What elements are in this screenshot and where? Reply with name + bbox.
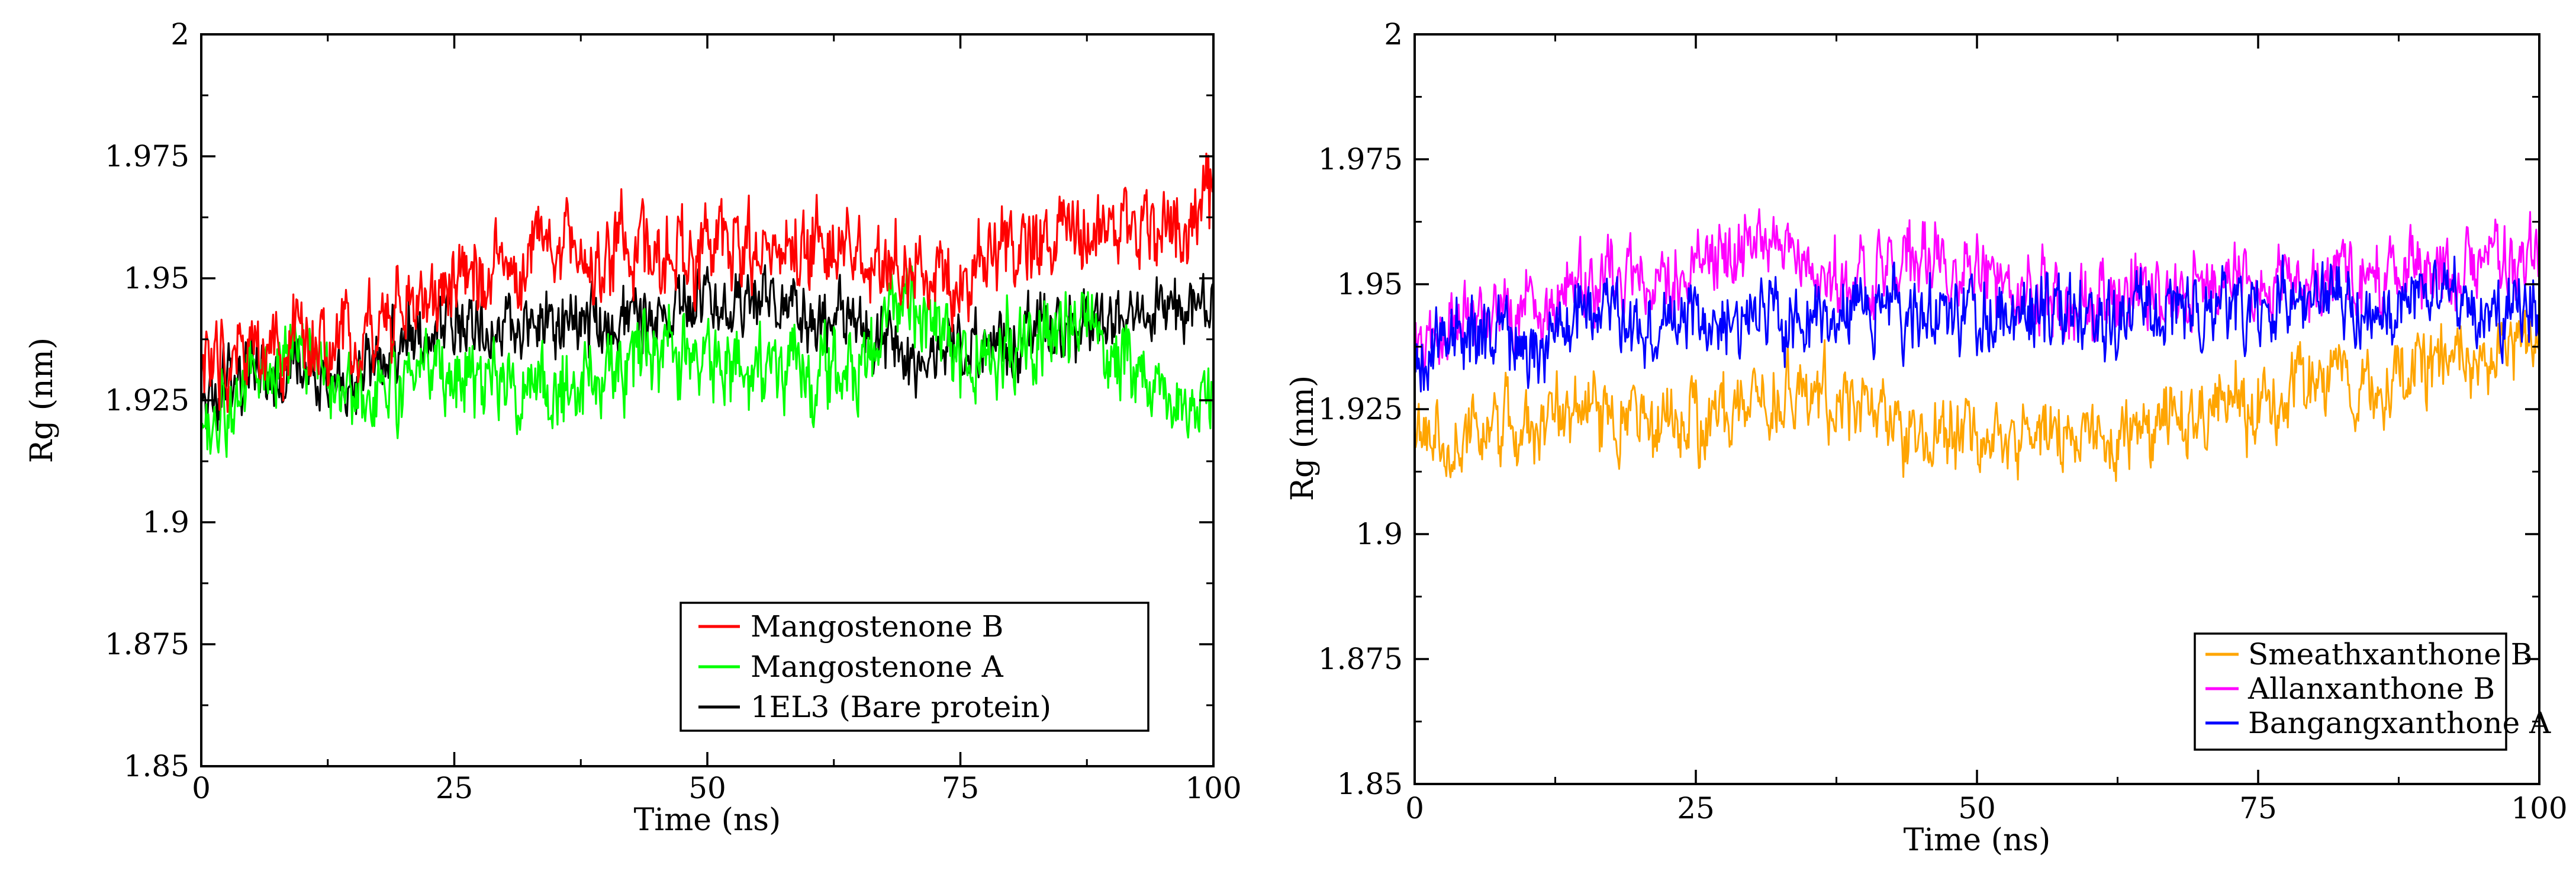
x-tick-label: 100: [1185, 771, 1241, 805]
legend-label: Mangostenone A: [751, 650, 1004, 684]
y-tick-label: 1.925: [1318, 392, 1403, 426]
legend: Mangostenone B Mangostenone A 1EL3 (Bare p…: [680, 602, 1149, 732]
legend-box: [2194, 632, 2507, 751]
y-tick-label: 1.85: [1337, 767, 1403, 801]
y-tick-label: 1.9: [142, 505, 189, 539]
y-tick-label: 1.95: [124, 261, 189, 295]
x-axis-title: Time (ns): [1904, 822, 2051, 858]
x-tick-label: 100: [2511, 791, 2567, 825]
legend-box: [680, 602, 1149, 732]
series-line-mangostenone-b: [201, 152, 1213, 413]
legend-label: Mangostenone B: [751, 609, 1003, 644]
x-tick-label: 50: [1958, 791, 1996, 825]
x-tick-label: 25: [436, 771, 474, 805]
x-tick-label: 75: [942, 771, 980, 805]
y-tick-label: 1.875: [1318, 642, 1403, 676]
series-line-smeathxanthone-b: [1415, 310, 2539, 482]
legend-label: Bangangxanthone A: [2248, 706, 2551, 740]
series-group: [201, 152, 1213, 458]
y-tick-label: 1.9: [1355, 517, 1403, 551]
x-tick-label: 0: [1405, 791, 1424, 825]
y-tick-label: 2: [1384, 17, 1403, 52]
y-tick-label: 1.85: [124, 749, 189, 783]
x-tick-label: 50: [688, 771, 726, 805]
legend-label: Smeathxanthone B: [2248, 637, 2532, 671]
series-line-allanxanthone-b: [1415, 208, 2539, 376]
y-tick-label: 1.975: [105, 139, 189, 173]
y-tick-label: 1.975: [1318, 142, 1403, 176]
x-tick-label: 0: [192, 771, 211, 805]
left-chart: 0 25 50 75 100 1.85 1.875 1.9 1.925 1.95 1.975 2 Tim…: [24, 17, 1242, 838]
y-tick-label: 1.875: [105, 627, 189, 661]
series-line-mangostenone-a: [201, 265, 1213, 458]
x-axis-title: Time (ns): [634, 802, 781, 838]
series-group: [1415, 208, 2539, 482]
legend-label: Allanxanthone B: [2247, 671, 2495, 706]
y-tick-label: 1.925: [105, 383, 189, 417]
y-tick-label: 2: [170, 17, 189, 52]
series-line-bangangxanthone-a: [1415, 254, 2539, 393]
y-tick-label: 1.95: [1337, 267, 1403, 301]
y-axis-title: Rg (nm): [1285, 375, 1321, 501]
y-axis-title: Rg (nm): [24, 338, 60, 463]
x-tick-label: 75: [2239, 791, 2277, 825]
x-tick-label: 25: [1677, 791, 1715, 825]
right-chart: 0 25 50 75 100 1.85 1.875 1.9 1.925 1.95 1.975 2 Tim…: [1285, 17, 2568, 858]
legend-label: 1EL3 (Bare protein): [751, 690, 1051, 724]
